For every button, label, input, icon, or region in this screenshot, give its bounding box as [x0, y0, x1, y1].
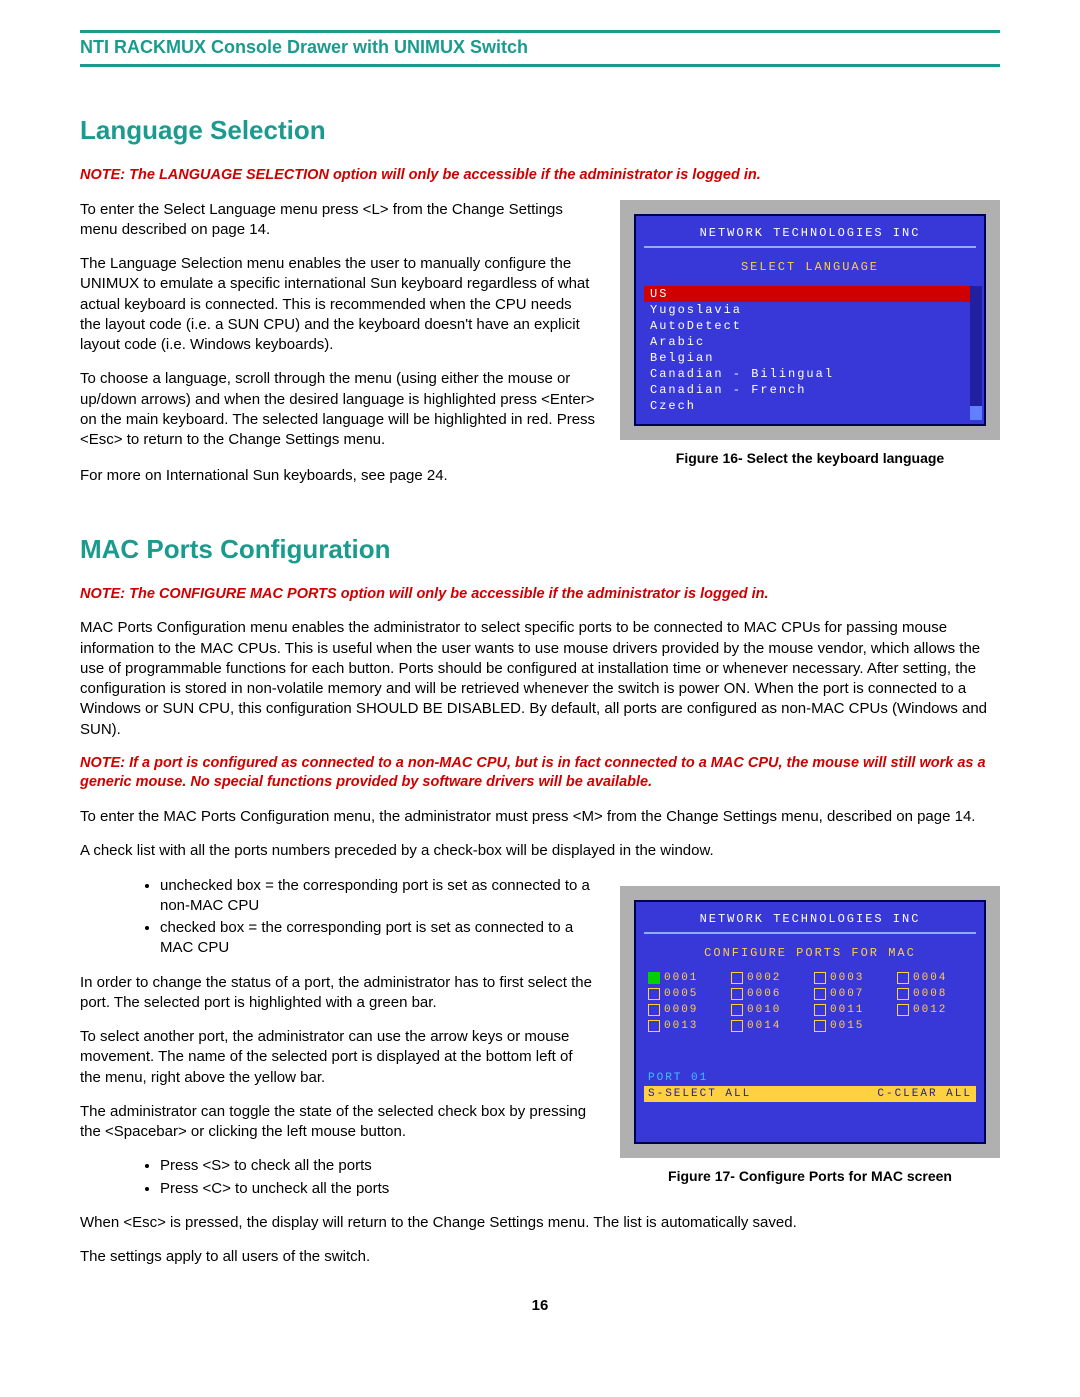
- s1-para3: To choose a language, scroll through the…: [80, 369, 596, 450]
- port-label: 0008: [913, 988, 947, 1000]
- port-cell: 0008: [897, 988, 972, 1000]
- s2-para7: When <Esc> is pressed, the display will …: [80, 1213, 1000, 1233]
- port-label: 0015: [830, 1020, 864, 1032]
- checkbox-icon: [731, 988, 743, 1000]
- screen2-subtitle: CONFIGURE PORTS FOR MAC: [644, 946, 976, 960]
- section-heading-mac: MAC Ports Configuration: [80, 534, 1000, 565]
- bullet-list-2: Press <S> to check all the ports Press <…: [80, 1156, 596, 1199]
- checkbox-icon: [731, 1004, 743, 1016]
- checkbox-icon: [897, 1004, 909, 1016]
- language-screen: NETWORK TECHNOLOGIES INC SELECT LANGUAGE…: [634, 214, 986, 426]
- s2-para1: MAC Ports Configuration menu enables the…: [80, 618, 1000, 740]
- port-cell: 0007: [814, 988, 889, 1000]
- s2-para8: The settings apply to all users of the s…: [80, 1247, 1000, 1267]
- s2-para4: In order to change the status of a port,…: [80, 973, 596, 1014]
- port-label: 0006: [747, 988, 781, 1000]
- port-cell: 0011: [814, 1004, 889, 1016]
- screen2-title: NETWORK TECHNOLOGIES INC: [644, 912, 976, 934]
- checkbox-icon: [648, 1020, 660, 1032]
- screen2-footer2: S-SELECT ALL C-CLEAR ALL: [644, 1086, 976, 1102]
- port-label: 0013: [664, 1020, 698, 1032]
- page-number: 16: [80, 1297, 1000, 1314]
- checkbox-icon: [897, 988, 909, 1000]
- port-label: 0002: [747, 972, 781, 984]
- port-cell: 0014: [731, 1020, 806, 1032]
- port-label: 0012: [913, 1004, 947, 1016]
- language-option: Canadian - Bilingual: [644, 366, 976, 382]
- footer-select-all: S-SELECT ALL: [648, 1088, 751, 1100]
- s2-para6: The administrator can toggle the state o…: [80, 1102, 596, 1143]
- s2-para3: A check list with all the ports numbers …: [80, 841, 1000, 861]
- language-option: Canadian - French: [644, 382, 976, 398]
- s1-para2: The Language Selection menu enables the …: [80, 254, 596, 355]
- s1-para1: To enter the Select Language menu press …: [80, 200, 596, 241]
- language-option: Arabic: [644, 334, 976, 350]
- language-option: Belgian: [644, 350, 976, 366]
- note-mac-1: NOTE: The CONFIGURE MAC PORTS option wil…: [80, 585, 1000, 605]
- port-label: 0003: [830, 972, 864, 984]
- checkbox-icon: [648, 1004, 660, 1016]
- port-label: 0014: [747, 1020, 781, 1032]
- port-label: 0010: [747, 1004, 781, 1016]
- port-cell: 0009: [648, 1004, 723, 1016]
- checkbox-icon: [814, 972, 826, 984]
- footer-clear-all: C-CLEAR ALL: [877, 1088, 972, 1100]
- port-label: 0009: [664, 1004, 698, 1016]
- bullet-press-s: Press <S> to check all the ports: [160, 1156, 596, 1176]
- doc-header-title: NTI RACKMUX Console Drawer with UNIMUX S…: [80, 37, 1000, 67]
- figure-16: NETWORK TECHNOLOGIES INC SELECT LANGUAGE…: [620, 200, 1000, 466]
- port-label: 0001: [664, 972, 698, 984]
- checkbox-icon: [731, 972, 743, 984]
- port-cell: 0012: [897, 1004, 972, 1016]
- language-option: AutoDetect: [644, 318, 976, 334]
- language-option: US: [644, 286, 976, 302]
- s1-para4: For more on International Sun keyboards,…: [80, 466, 1000, 486]
- scrollbar: [970, 286, 982, 420]
- top-rule: [80, 30, 1000, 33]
- screen1-subtitle: SELECT LANGUAGE: [644, 260, 976, 274]
- figure-17-caption: Figure 17- Configure Ports for MAC scree…: [620, 1168, 1000, 1184]
- note-language: NOTE: The LANGUAGE SELECTION option will…: [80, 166, 1000, 186]
- port-label: 0004: [913, 972, 947, 984]
- port-label: 0011: [830, 1004, 864, 1016]
- checkbox-icon: [648, 988, 660, 1000]
- mac-ports-screen: NETWORK TECHNOLOGIES INC CONFIGURE PORTS…: [634, 900, 986, 1144]
- port-cell: 0001: [648, 972, 723, 984]
- port-cell: 0005: [648, 988, 723, 1000]
- port-cell: 0015: [814, 1020, 889, 1032]
- checkbox-icon: [814, 988, 826, 1000]
- checkbox-icon: [897, 972, 909, 984]
- bullet-list-1: unchecked box = the corresponding port i…: [80, 876, 596, 959]
- bullet-unchecked: unchecked box = the corresponding port i…: [160, 876, 596, 917]
- port-label: 0007: [830, 988, 864, 1000]
- bullet-press-c: Press <C> to uncheck all the ports: [160, 1179, 596, 1199]
- figure-16-caption: Figure 16- Select the keyboard language: [620, 450, 1000, 466]
- section-heading-language: Language Selection: [80, 115, 1000, 146]
- figure-17: NETWORK TECHNOLOGIES INC CONFIGURE PORTS…: [620, 886, 1000, 1184]
- screen1-title: NETWORK TECHNOLOGIES INC: [644, 226, 976, 248]
- language-option: Yugoslavia: [644, 302, 976, 318]
- note-mac-2: NOTE: If a port is configured as connect…: [80, 754, 1000, 793]
- checkbox-icon: [731, 1020, 743, 1032]
- checkbox-icon: [814, 1020, 826, 1032]
- port-label: 0005: [664, 988, 698, 1000]
- port-cell: 0010: [731, 1004, 806, 1016]
- checkbox-icon: [648, 972, 660, 984]
- port-cell: 0002: [731, 972, 806, 984]
- port-cell: 0004: [897, 972, 972, 984]
- s2-para2: To enter the MAC Ports Configuration men…: [80, 807, 1000, 827]
- port-cell: 0003: [814, 972, 889, 984]
- checkbox-icon: [814, 1004, 826, 1016]
- s2-para5: To select another port, the administrato…: [80, 1027, 596, 1088]
- bullet-checked: checked box = the corresponding port is …: [160, 918, 596, 959]
- port-cell: 0013: [648, 1020, 723, 1032]
- port-cell: 0006: [731, 988, 806, 1000]
- language-option: Czech: [644, 398, 976, 414]
- screen2-footer1: PORT 01: [644, 1072, 976, 1084]
